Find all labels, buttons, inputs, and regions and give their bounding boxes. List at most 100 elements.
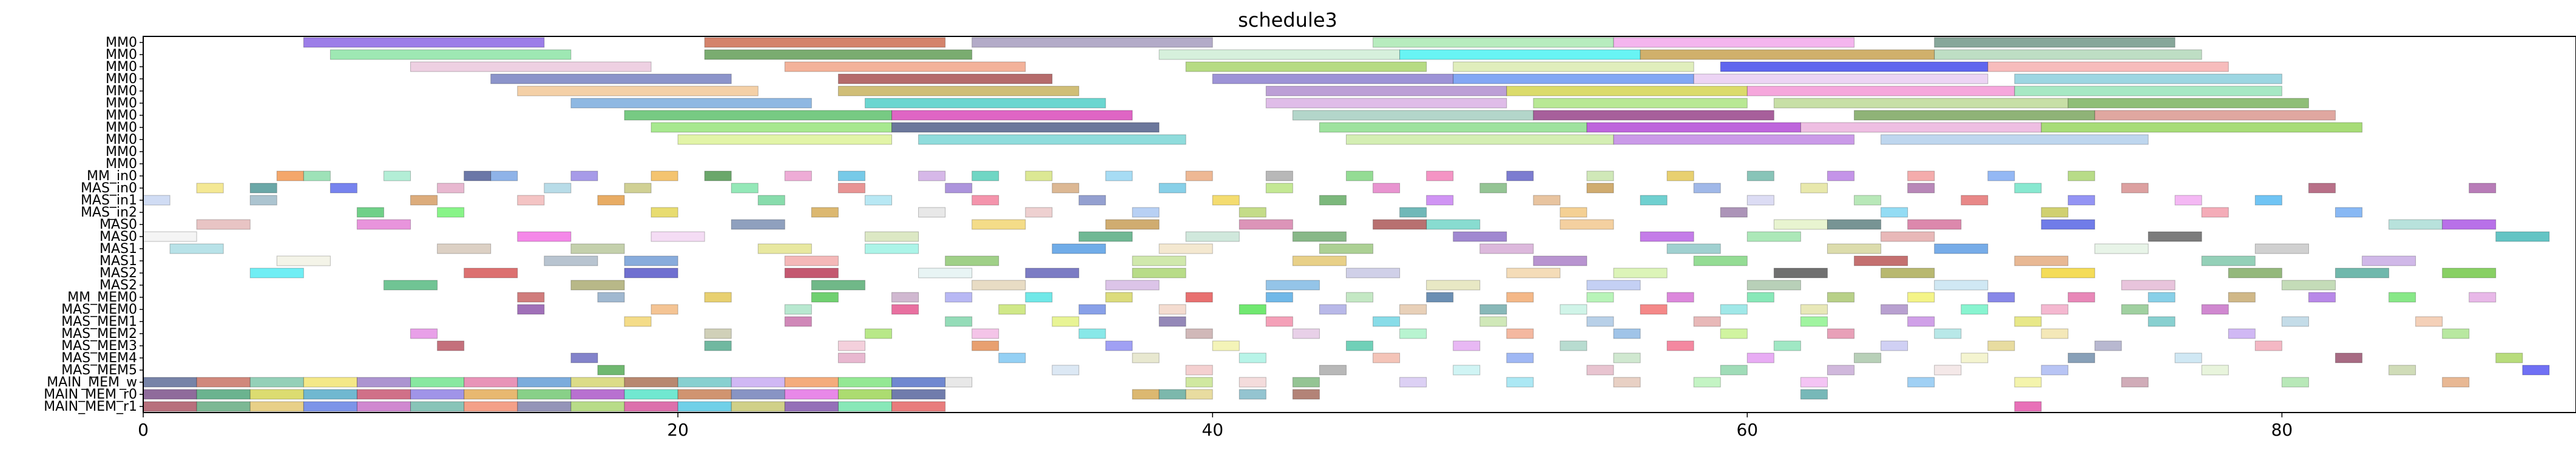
task-bar [570,401,625,412]
task-bar [517,231,572,242]
task-bar [1720,304,1748,315]
task-bar [972,328,999,339]
chart-title: schedule3 [1238,8,1337,32]
task-bar [2041,304,2069,315]
task-bar [891,389,946,400]
task-bar [784,304,812,315]
task-bar [1345,170,1374,181]
task-bar [2281,280,2336,291]
y-tick-label: MAS2 [100,266,137,281]
task-bar [1586,365,1614,376]
y-tick-label: MM0 [106,96,137,111]
task-bar [1720,328,1748,339]
task-bar [704,328,732,339]
task-bar [891,377,946,388]
task-bar [464,377,518,388]
y-tick-label: MM0 [106,72,137,87]
task-bar [837,352,865,363]
task-bar [249,389,304,400]
task-bar [731,389,785,400]
task-bar [918,268,973,278]
task-bar [2281,316,2309,327]
task-bar [303,170,331,181]
task-bar [1078,231,1133,242]
task-bar [1345,340,1374,351]
task-bar [1746,86,2015,96]
task-bar [1185,377,1213,388]
task-bar [2495,352,2523,363]
x-tick-label: 20 [667,420,689,440]
task-bar [1881,134,2149,145]
task-bar [945,292,973,303]
task-bar [784,389,839,400]
task-bar [1239,389,1266,400]
task-bar [1453,340,1481,351]
task-bar [757,195,785,206]
task-bar [2014,73,2282,84]
task-bar [624,255,678,266]
task-bar [2094,340,2122,351]
task-bar [143,401,197,412]
task-bar [410,61,652,72]
task-bar [2014,183,2042,194]
task-bar [1854,195,1882,206]
task-bar [2308,183,2336,194]
task-bar [677,377,732,388]
task-bar [1105,280,1160,291]
task-bar [704,292,732,303]
task-bar [1399,304,1427,315]
task-bar [1373,183,1401,194]
task-bar [1746,170,1774,181]
task-bar [1052,243,1106,254]
task-bar [2014,316,2042,327]
task-bar [2388,365,2416,376]
task-bar [1907,377,1935,388]
task-bar [1373,37,1614,48]
y-tick-label: MAIN_MEM_r1 [44,399,137,414]
task-bar [1105,292,1133,303]
y-tick-label: MAS_MEM4 [61,351,137,366]
task-bar [1158,389,1186,400]
task-bar [1158,183,1186,194]
task-bar [330,183,357,194]
y-tick-label: MM0 [106,144,137,160]
task-bar [1907,292,1935,303]
task-bar [2228,292,2256,303]
task-bar [1319,365,1347,376]
task-bar [1987,292,2015,303]
task-bar [1560,340,1587,351]
task-bar [1881,231,1935,242]
task-bar [2469,183,2497,194]
task-bar [1560,207,1587,218]
y-tick-label: MM0 [106,132,137,147]
task-bar [731,401,785,412]
task-bar [196,401,251,412]
task-bar [1854,255,1908,266]
y-tick-label: MAIN_MEM_r0 [44,387,137,402]
task-bar [1212,195,1240,206]
task-bar [1533,98,1748,109]
task-bar [249,268,304,278]
task-bar [1292,328,1320,339]
task-bar [1399,49,1641,60]
y-tick-label: MAS_MEM0 [61,302,137,317]
y-tick-label: MAS_MEM2 [61,326,137,342]
task-bar [1613,268,1668,278]
task-bar [1586,280,1641,291]
task-bar [1185,61,1427,72]
task-bar [249,195,277,206]
task-bar [1078,328,1106,339]
task-bar [811,280,865,291]
task-bar [1319,195,1347,206]
task-bar [1881,304,1908,315]
task-bar [517,389,572,400]
task-bar [1693,377,1721,388]
task-bar [1506,292,1534,303]
task-bar [1105,170,1133,181]
task-bar [1961,352,1989,363]
task-bar [437,340,465,351]
task-bar [1185,231,1240,242]
task-bar [490,170,518,181]
task-bar [1399,207,1427,218]
